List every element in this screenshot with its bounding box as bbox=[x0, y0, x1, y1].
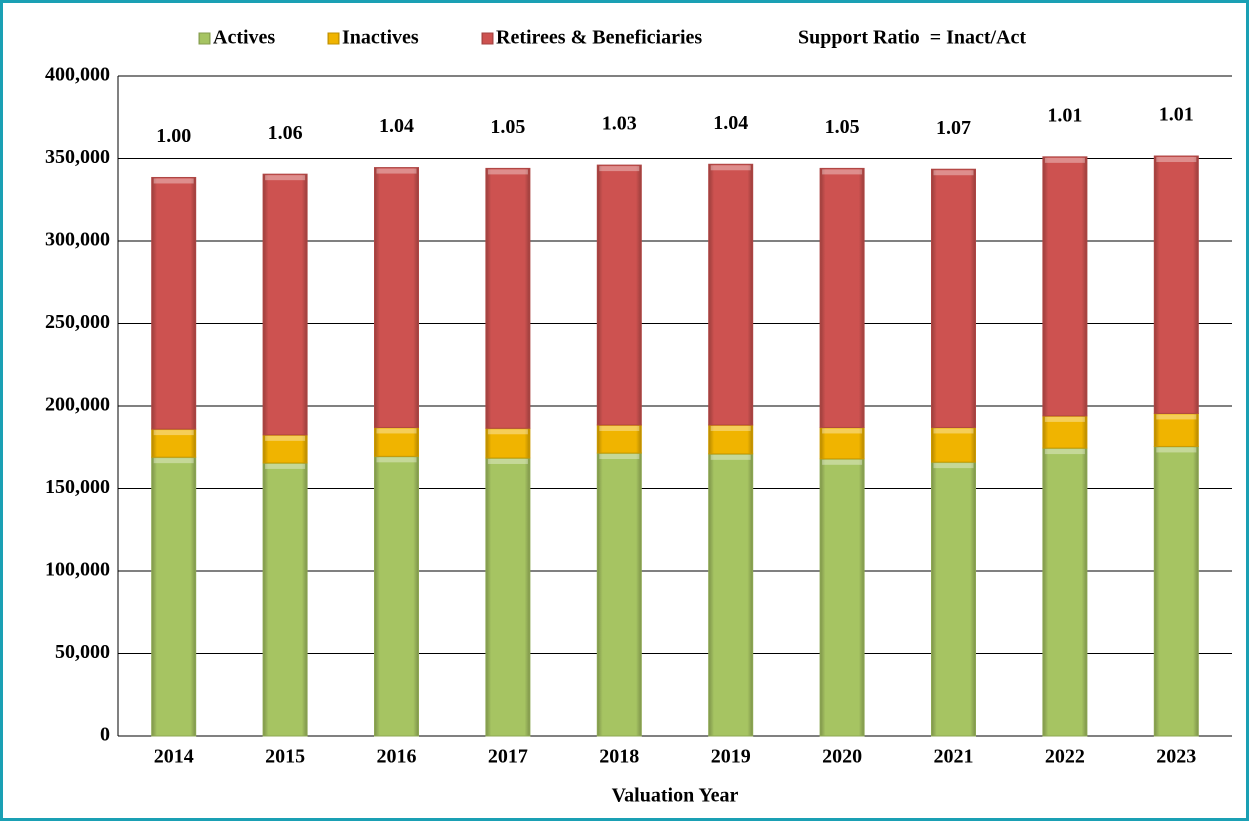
legend-label: Support Ratio = Inact/Act bbox=[798, 27, 1026, 49]
legend-label: Retirees & Beneficiaries bbox=[496, 27, 702, 49]
ratio-label: 1.04 bbox=[379, 115, 414, 137]
bar-segment bbox=[151, 176, 197, 430]
ratio-label: 1.01 bbox=[1159, 104, 1194, 126]
bar-highlight bbox=[1044, 157, 1085, 163]
bar-highlight bbox=[710, 165, 751, 171]
bar-segment bbox=[1153, 412, 1199, 447]
legend-label: Inactives bbox=[342, 27, 419, 49]
bar-highlight bbox=[933, 170, 974, 176]
bar-highlight bbox=[822, 428, 863, 434]
bar-highlight bbox=[487, 429, 528, 435]
bar-segment bbox=[151, 428, 197, 458]
ratio-label: 1.03 bbox=[602, 113, 637, 135]
ratio-label: 1.07 bbox=[936, 117, 971, 139]
bar-highlight bbox=[822, 459, 863, 465]
bar-segment bbox=[374, 455, 419, 737]
bar-highlight bbox=[376, 428, 417, 434]
y-tick-label: 100,000 bbox=[45, 559, 110, 581]
bar-highlight bbox=[1044, 449, 1085, 455]
bar-highlight bbox=[822, 169, 863, 175]
bar-segment bbox=[708, 163, 754, 426]
x-tick-label: 2020 bbox=[822, 746, 862, 768]
ratio-label: 1.05 bbox=[825, 116, 860, 138]
bar-segment bbox=[374, 426, 419, 457]
bar-segment bbox=[374, 167, 419, 428]
bar-highlight bbox=[376, 168, 417, 174]
bar-segment bbox=[485, 427, 531, 459]
y-tick-label: 200,000 bbox=[45, 394, 110, 416]
x-tick-label: 2023 bbox=[1156, 746, 1196, 768]
bar-highlight bbox=[265, 175, 306, 181]
ratio-label: 1.01 bbox=[1047, 104, 1082, 126]
bar-highlight bbox=[487, 458, 528, 464]
bar-highlight bbox=[376, 457, 417, 463]
bar-highlight bbox=[1156, 157, 1197, 163]
bar-segment bbox=[819, 167, 865, 428]
bar-segment bbox=[1153, 445, 1199, 737]
bar-segment bbox=[1042, 447, 1088, 737]
bar-segment bbox=[485, 167, 531, 429]
y-tick-label: 300,000 bbox=[45, 229, 110, 251]
bar-highlight bbox=[153, 178, 194, 184]
x-tick-label: 2018 bbox=[599, 746, 639, 768]
bar-segment bbox=[262, 434, 308, 464]
bar-segment bbox=[1153, 155, 1199, 414]
bar-segment bbox=[1042, 415, 1088, 449]
bar-segment bbox=[708, 453, 754, 737]
x-tick-label: 2019 bbox=[711, 746, 751, 768]
bar-segment bbox=[596, 164, 642, 426]
x-axis-title: Valuation Year bbox=[612, 785, 739, 807]
x-tick-label: 2021 bbox=[934, 746, 974, 768]
ratio-label: 1.00 bbox=[156, 125, 191, 147]
bar-segment bbox=[485, 457, 531, 737]
ratio-label: 1.06 bbox=[268, 122, 303, 144]
x-tick-label: 2014 bbox=[154, 746, 194, 768]
bar-segment bbox=[262, 173, 308, 436]
y-tick-label: 250,000 bbox=[45, 311, 110, 333]
legend-swatch bbox=[481, 32, 494, 45]
ratio-label: 1.04 bbox=[713, 112, 748, 134]
x-tick-label: 2016 bbox=[377, 746, 417, 768]
bar-highlight bbox=[710, 454, 751, 460]
y-tick-label: 150,000 bbox=[45, 476, 110, 498]
bar-segment bbox=[1042, 156, 1088, 417]
bar-highlight bbox=[599, 454, 640, 460]
bar-highlight bbox=[599, 425, 640, 431]
x-tick-label: 2017 bbox=[488, 746, 528, 768]
ratio-label: 1.05 bbox=[490, 116, 525, 138]
bar-highlight bbox=[153, 458, 194, 464]
bar-segment bbox=[931, 168, 976, 428]
bar-segment bbox=[262, 462, 308, 737]
bar-highlight bbox=[1156, 447, 1197, 453]
bar-highlight bbox=[487, 169, 528, 175]
x-tick-label: 2015 bbox=[265, 746, 305, 768]
bar-highlight bbox=[599, 166, 640, 172]
y-tick-label: 350,000 bbox=[45, 146, 110, 168]
legend-label: Actives bbox=[213, 27, 275, 49]
y-tick-label: 0 bbox=[100, 724, 110, 746]
bar-highlight bbox=[1156, 414, 1197, 420]
legend-swatch bbox=[327, 32, 340, 45]
y-tick-label: 400,000 bbox=[45, 64, 110, 86]
y-tick-label: 50,000 bbox=[55, 641, 110, 663]
bar-highlight bbox=[153, 430, 194, 436]
bar-highlight bbox=[265, 463, 306, 469]
bar-highlight bbox=[933, 463, 974, 469]
bar-highlight bbox=[265, 435, 306, 441]
bar-segment bbox=[819, 458, 865, 737]
bar-highlight bbox=[933, 428, 974, 434]
bar-highlight bbox=[1044, 416, 1085, 422]
bar-highlight bbox=[710, 425, 751, 431]
x-tick-label: 2022 bbox=[1045, 746, 1085, 768]
bar-segment bbox=[596, 452, 642, 737]
bar-segment bbox=[931, 461, 976, 737]
legend-swatch bbox=[198, 32, 211, 45]
bar-segment bbox=[151, 456, 197, 737]
